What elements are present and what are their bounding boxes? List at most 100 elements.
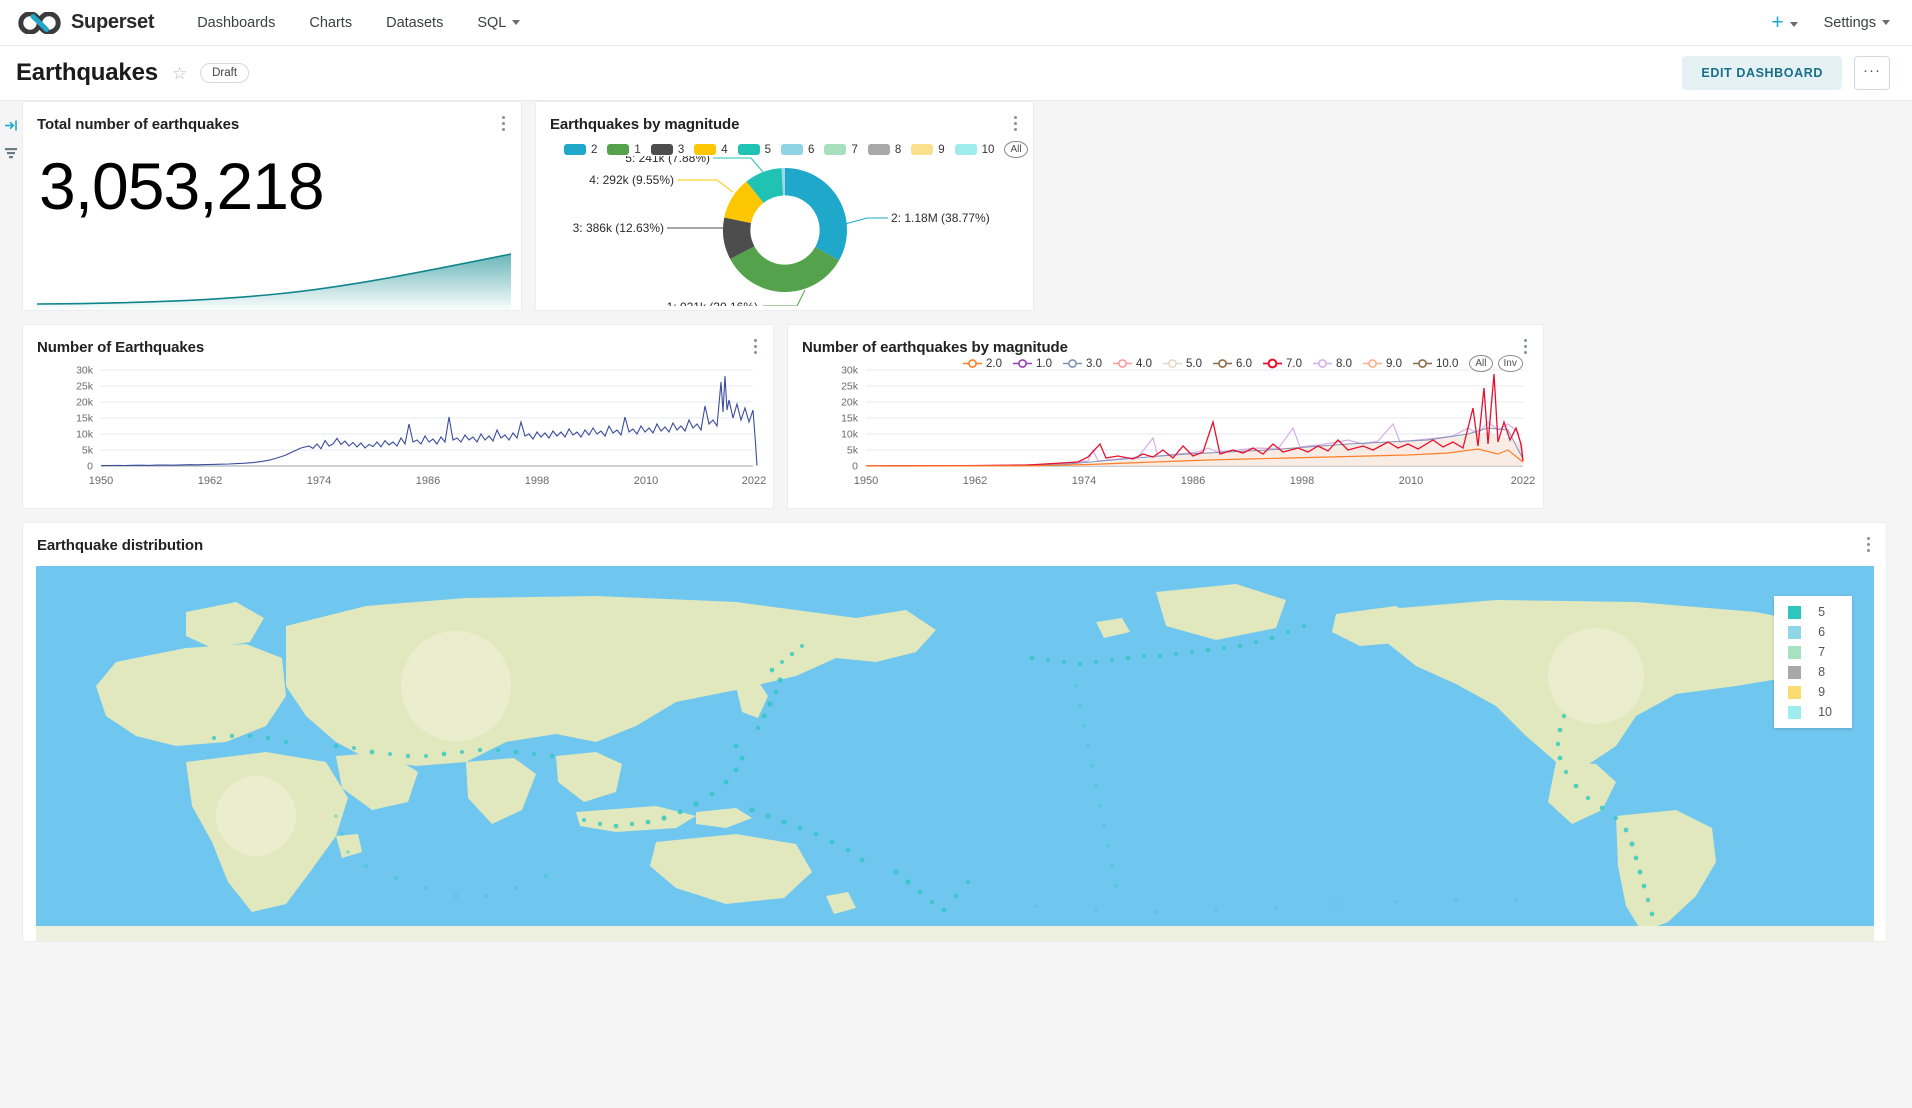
dashboard-header-actions: EDIT DASHBOARD ··· — [1682, 46, 1890, 100]
legend-swatch — [607, 144, 630, 155]
legend-item[interactable]: 6.0 — [1213, 358, 1252, 370]
legend-marker-icon — [1163, 358, 1182, 369]
svg-text:20k: 20k — [841, 397, 859, 409]
card-header: Number of earthquakes by magnitude — [788, 339, 1543, 356]
pie-label-4: 4: 292k (9.55%) — [589, 173, 674, 187]
legend-swatch — [1788, 645, 1802, 659]
legend-item[interactable]: 9.0 — [1363, 358, 1402, 370]
map-legend-item[interactable]: 5 — [1788, 605, 1832, 619]
legend-swatch — [737, 144, 760, 155]
svg-text:5k: 5k — [847, 445, 859, 457]
legend-item[interactable]: 10 — [954, 144, 994, 156]
legend-swatch — [954, 144, 977, 155]
edit-dashboard-button[interactable]: EDIT DASHBOARD — [1682, 56, 1842, 90]
legend-swatch — [694, 144, 717, 155]
legend-item[interactable]: 10.0 — [1413, 358, 1458, 370]
pie-label-1: 1: 921k (30.16%) — [667, 300, 758, 306]
svg-text:0: 0 — [87, 461, 93, 473]
map-canvas[interactable] — [36, 566, 1874, 942]
pie-label-2: 2: 1.18M (38.77%) — [891, 211, 990, 225]
legend-marker-icon — [1313, 358, 1332, 369]
legend-item[interactable]: 1.0 — [1013, 358, 1052, 370]
card-menu-button[interactable] — [1517, 337, 1533, 355]
timeseries-line-chart: 30k 25k 20k 15k 10k 5k 0 1950 1962 1974 … — [23, 362, 773, 502]
legend-marker-icon — [1363, 358, 1382, 369]
legend-item[interactable]: 7 — [824, 144, 858, 156]
nav-link-charts[interactable]: Charts — [309, 14, 353, 31]
card-title: Earthquake distribution — [37, 537, 204, 554]
legend-invert-button[interactable]: Inv — [1497, 355, 1523, 372]
svg-text:1974: 1974 — [1072, 475, 1096, 487]
legend-swatch — [1788, 665, 1802, 679]
legend-item[interactable]: 7.0 — [1263, 358, 1302, 370]
svg-text:1986: 1986 — [1181, 475, 1205, 487]
legend-item[interactable]: 8 — [867, 144, 901, 156]
legend-item[interactable]: 6 — [781, 144, 814, 156]
legend-item[interactable]: 3.0 — [1063, 358, 1102, 370]
card-menu-button[interactable] — [495, 114, 511, 132]
legend-select-all-button[interactable]: All — [1469, 355, 1493, 372]
card-header: Earthquakes by magnitude — [536, 116, 1033, 133]
card-header: Earthquake distribution — [23, 537, 1886, 554]
dashboard-more-menu-button[interactable]: ··· — [1854, 56, 1890, 90]
legend-item[interactable]: 3 — [650, 144, 684, 156]
card-menu-button[interactable] — [747, 337, 763, 355]
filter-funnel-icon[interactable] — [4, 146, 18, 160]
legend-select-all-button[interactable]: All — [1004, 141, 1028, 158]
legend-item[interactable]: 2 — [564, 144, 597, 156]
svg-text:1950: 1950 — [89, 475, 113, 487]
pie-legend: 2 1 3 4 5 6 7 — [536, 133, 1033, 158]
legend-item[interactable]: 2.0 — [963, 358, 1002, 370]
map-legend-item[interactable]: 10 — [1788, 705, 1832, 719]
donut-chart: 2: 1.18M (38.77%) 1: 921k (30.16%) 3: 38… — [536, 156, 1033, 306]
favorite-star-icon[interactable]: ☆ — [171, 63, 188, 83]
legend-marker-icon — [1413, 358, 1432, 369]
svg-text:1986: 1986 — [416, 475, 440, 487]
expand-panel-icon[interactable] — [4, 118, 19, 133]
legend-item[interactable]: 5.0 — [1163, 358, 1202, 370]
legend-item[interactable]: 4.0 — [1113, 358, 1152, 370]
new-item-button[interactable]: + — [1771, 2, 1798, 43]
legend-item[interactable]: 8.0 — [1313, 358, 1352, 370]
card-menu-button[interactable] — [1007, 114, 1023, 132]
legend-item[interactable]: 1 — [607, 144, 641, 156]
svg-text:2022: 2022 — [1511, 475, 1535, 487]
settings-menu[interactable]: Settings — [1824, 5, 1890, 41]
legend-marker-icon — [1213, 358, 1232, 369]
dashboard-grid: Total number of earthquakes 3,053,218 — [22, 101, 1912, 955]
nav-links: Dashboards Charts Datasets SQL — [180, 3, 537, 43]
nav-link-sql[interactable]: SQL — [460, 3, 537, 43]
svg-text:10k: 10k — [841, 429, 859, 441]
svg-text:25k: 25k — [841, 381, 859, 393]
svg-text:30k: 30k — [841, 365, 859, 377]
nav-link-dashboards[interactable]: Dashboards — [197, 14, 276, 31]
card-menu-button[interactable] — [1860, 535, 1876, 553]
map-legend-item[interactable]: 8 — [1788, 665, 1832, 679]
brand-label: Superset — [71, 11, 155, 33]
legend-swatch — [650, 144, 673, 155]
svg-text:20k: 20k — [76, 397, 94, 409]
nav-link-datasets[interactable]: Datasets — [386, 14, 444, 31]
dashboard-row-1: Total number of earthquakes 3,053,218 — [22, 101, 1912, 311]
big-number-value: 3,053,218 — [39, 149, 325, 223]
legend-marker-icon — [1113, 358, 1132, 369]
chart-card-earthquakes-by-magnitude: Earthquakes by magnitude 2 1 3 4 — [535, 101, 1034, 311]
map-legend-item[interactable]: 9 — [1788, 685, 1832, 699]
legend-item[interactable]: 9 — [911, 144, 945, 156]
dashboard-row-2: Number of Earthquakes 30k — [22, 324, 1912, 509]
legend-swatch — [1788, 625, 1802, 639]
legend-swatch — [824, 144, 847, 155]
legend-item[interactable]: 5 — [737, 144, 771, 156]
svg-text:0: 0 — [852, 461, 858, 473]
svg-text:2010: 2010 — [1399, 475, 1423, 487]
superset-brand[interactable]: Superset — [18, 11, 154, 34]
legend-item[interactable]: 4 — [694, 144, 728, 156]
top-navbar: Superset Dashboards Charts Datasets SQL … — [0, 0, 1912, 46]
map-legend-item[interactable]: 7 — [1788, 645, 1832, 659]
world-map[interactable]: 5 6 7 8 9 10 — [36, 566, 1874, 942]
legend-swatch — [1788, 685, 1802, 699]
svg-text:25k: 25k — [76, 381, 94, 393]
earthquake-points — [212, 624, 1655, 917]
map-legend-item[interactable]: 6 — [1788, 625, 1832, 639]
legend-marker-icon — [1013, 358, 1032, 369]
